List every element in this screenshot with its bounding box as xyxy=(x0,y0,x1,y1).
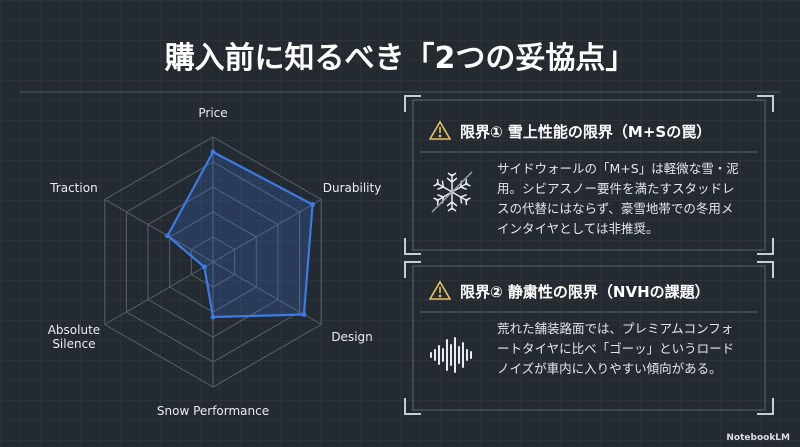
panel-title: 限界① 雪上性能の限界（M+Sの罠） xyxy=(460,123,712,141)
axis-label: Durability xyxy=(322,180,382,195)
radar-point xyxy=(310,202,316,207)
axis-label: Absolute Silence xyxy=(47,322,101,351)
axis-label: Design xyxy=(331,329,373,344)
radar-point xyxy=(301,312,307,317)
panel-text: 用。シビアスノー要件を満たすスタッドレ xyxy=(497,181,735,196)
panel-text: サイドウォールの「M+S」は軽微な雪・泥 xyxy=(497,161,739,176)
spoke xyxy=(104,199,214,263)
axis-label: Snow Performance xyxy=(156,404,270,418)
radar-point xyxy=(210,149,216,155)
panel-frames xyxy=(412,99,766,411)
spoke xyxy=(212,199,322,263)
spoke xyxy=(104,261,214,325)
panel-text: 荒れた舗装路面では、プレミアムコンフォ xyxy=(497,321,734,336)
radar-point xyxy=(201,264,207,270)
radar-point xyxy=(165,233,171,239)
warning-icons xyxy=(428,120,452,300)
radar-area xyxy=(166,150,314,319)
axis-label: Traction xyxy=(50,180,98,195)
footer-brand: NotebookLM xyxy=(726,433,790,443)
panel-title: 限界② 静粛性の限界（NVHの課題） xyxy=(460,283,710,301)
radar-point xyxy=(210,314,216,320)
radar-chart xyxy=(104,136,322,388)
axis-label: Price xyxy=(198,106,228,120)
snowflake-icon xyxy=(431,171,473,213)
panel-text: スの代替にはならず、豪雪地帯での冬用メ xyxy=(497,201,734,216)
slide-title: 購入前に知るべき「2つの妥協点」 xyxy=(164,41,636,76)
panel-text: ノイズが車内に入りやすい傾向がある。 xyxy=(497,361,722,376)
corner-brackets xyxy=(404,95,774,415)
panel-text: ートタイヤに比べ「ゴーッ」というロード xyxy=(497,341,735,356)
panel-text: インタイヤとしては非推奨。 xyxy=(497,221,659,236)
soundwave-icon xyxy=(430,337,472,373)
